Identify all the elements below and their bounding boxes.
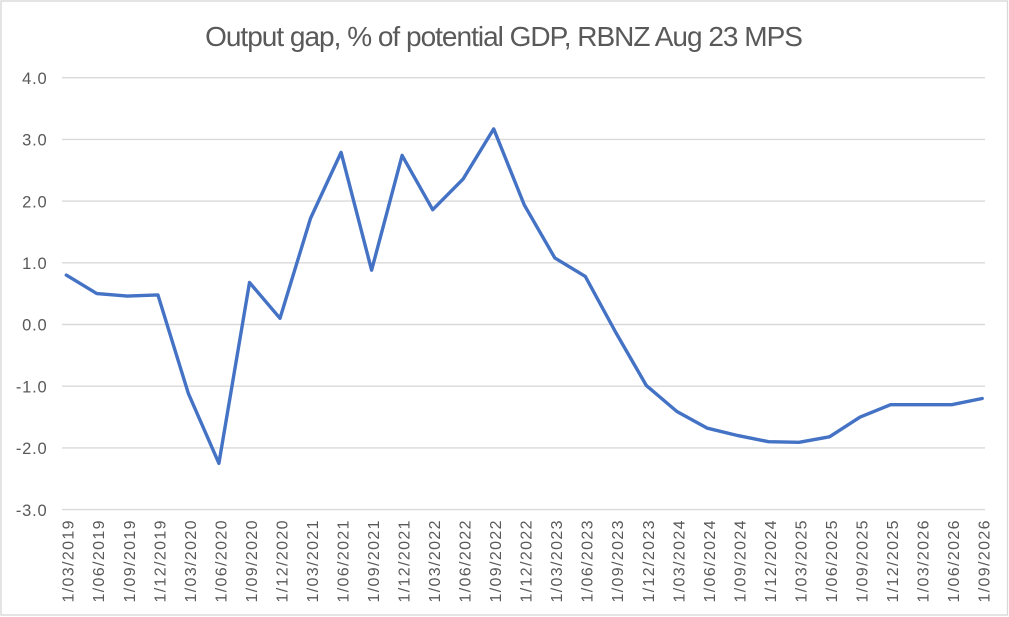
svg-text:3.0: 3.0 [22, 132, 47, 150]
svg-text:1/06/2025: 1/06/2025 [824, 519, 841, 602]
svg-text:1/03/2019: 1/03/2019 [61, 519, 78, 602]
svg-text:1/03/2026: 1/03/2026 [916, 519, 933, 602]
svg-text:1/03/2021: 1/03/2021 [305, 519, 322, 602]
svg-text:1/09/2023: 1/09/2023 [610, 519, 627, 602]
svg-text:Output gap, % of potential GDP: Output gap, % of potential GDP, RBNZ Aug… [205, 21, 802, 52]
svg-text:-2.0: -2.0 [16, 440, 48, 458]
svg-text:1/03/2024: 1/03/2024 [671, 519, 688, 602]
svg-text:1.0: 1.0 [22, 255, 47, 273]
svg-text:1/12/2021: 1/12/2021 [397, 519, 414, 602]
svg-text:1/09/2020: 1/09/2020 [244, 519, 261, 602]
svg-text:1/12/2024: 1/12/2024 [763, 519, 780, 602]
svg-text:1/06/2020: 1/06/2020 [213, 519, 230, 602]
svg-text:1/06/2026: 1/06/2026 [946, 519, 963, 602]
svg-text:1/12/2019: 1/12/2019 [152, 519, 169, 602]
svg-text:-3.0: -3.0 [16, 502, 48, 520]
svg-text:1/03/2023: 1/03/2023 [549, 519, 566, 602]
svg-text:1/09/2025: 1/09/2025 [855, 519, 872, 602]
svg-text:1/12/2023: 1/12/2023 [641, 519, 658, 602]
svg-text:-1.0: -1.0 [16, 378, 48, 396]
svg-text:1/06/2024: 1/06/2024 [702, 519, 719, 602]
svg-text:1/09/2026: 1/09/2026 [977, 519, 994, 602]
svg-text:1/03/2020: 1/03/2020 [183, 519, 200, 602]
svg-text:1/06/2023: 1/06/2023 [580, 519, 597, 602]
svg-text:1/06/2021: 1/06/2021 [336, 519, 353, 602]
svg-text:1/03/2025: 1/03/2025 [793, 519, 810, 602]
svg-text:1/12/2020: 1/12/2020 [274, 519, 291, 602]
svg-text:0.0: 0.0 [22, 317, 47, 335]
svg-text:1/06/2022: 1/06/2022 [458, 519, 475, 602]
svg-text:4.0: 4.0 [22, 70, 47, 88]
svg-text:1/09/2024: 1/09/2024 [732, 519, 749, 602]
svg-text:2.0: 2.0 [22, 193, 47, 211]
svg-text:1/12/2022: 1/12/2022 [519, 519, 536, 602]
svg-text:1/09/2021: 1/09/2021 [366, 519, 383, 602]
svg-text:1/09/2019: 1/09/2019 [122, 519, 139, 602]
svg-text:1/03/2022: 1/03/2022 [427, 519, 444, 602]
svg-text:1/12/2025: 1/12/2025 [885, 519, 902, 602]
svg-text:1/09/2022: 1/09/2022 [488, 519, 505, 602]
svg-text:1/06/2019: 1/06/2019 [91, 519, 108, 602]
